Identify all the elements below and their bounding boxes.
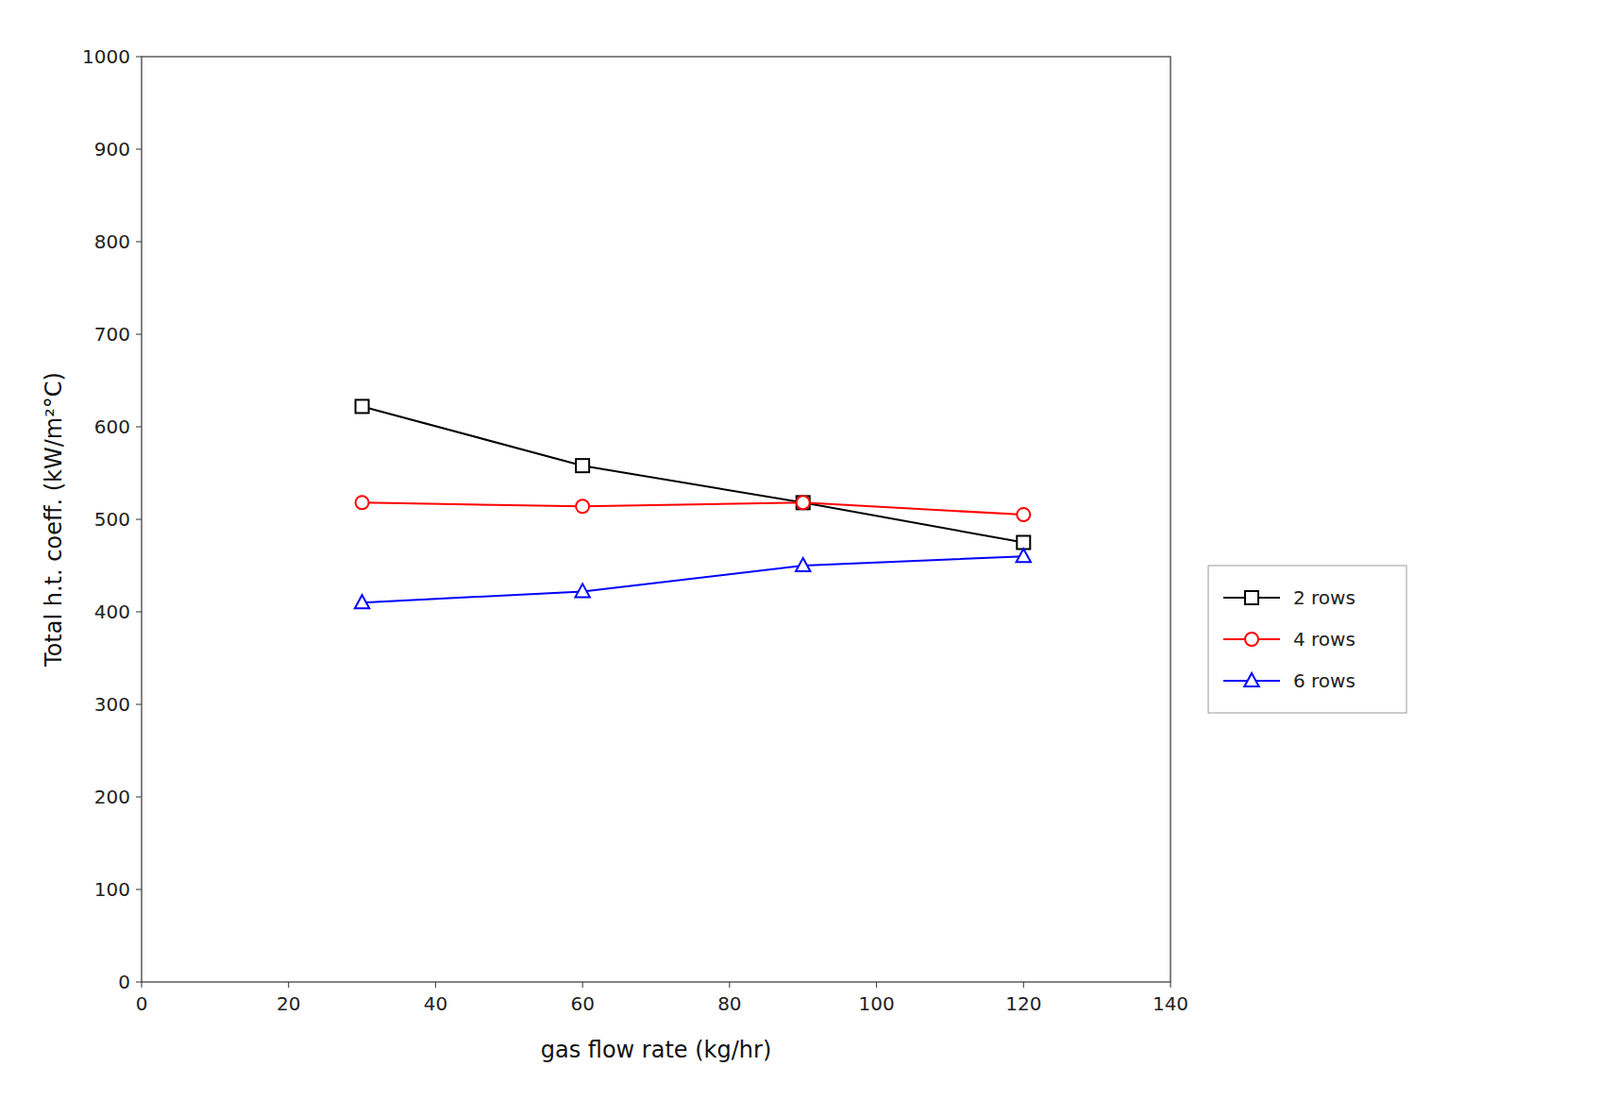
legend-marker xyxy=(1245,632,1259,646)
y-tick xyxy=(135,611,142,613)
y-tick-label: 100 xyxy=(94,877,131,901)
series-line xyxy=(362,405,1025,542)
y-tick-label: 700 xyxy=(94,322,131,346)
x-tick-label: 20 xyxy=(276,992,301,1015)
y-tick-label: 300 xyxy=(94,692,131,716)
y-tick xyxy=(135,56,142,58)
point xyxy=(1016,548,1031,562)
legend-label: 4 rows xyxy=(1293,627,1356,651)
series-line xyxy=(362,502,1025,515)
y-tick-label: 800 xyxy=(94,230,131,253)
y-axis-label: Total h.t. coeff. (kW/m²°C) xyxy=(40,371,68,668)
data xyxy=(354,399,1031,608)
y-tick-label: 900 xyxy=(94,137,131,161)
y-tick xyxy=(135,889,142,891)
point xyxy=(575,458,590,472)
point xyxy=(795,557,810,572)
y-tick xyxy=(135,981,142,983)
y-tick-label: 600 xyxy=(94,415,131,438)
y-tick xyxy=(135,519,142,521)
chart: 0 20 40 60 80 100 120 140 0 100 200 300 400 500 600 700… xyxy=(0,0,1600,1117)
y-tick-label: 400 xyxy=(94,600,131,624)
y-tick-label: 1000 xyxy=(82,45,131,68)
x-tick-label: 60 xyxy=(570,992,594,1015)
legend-marker xyxy=(1244,673,1259,687)
legend-marker xyxy=(1245,590,1259,605)
legend-label: 2 rows xyxy=(1293,586,1356,609)
point xyxy=(796,495,810,509)
y-tick xyxy=(135,241,142,243)
x-tick-label: 80 xyxy=(717,992,742,1015)
point xyxy=(355,399,370,413)
x-tick-label: 40 xyxy=(423,992,448,1015)
series-line xyxy=(362,555,1025,603)
x-tick xyxy=(875,981,877,988)
x-tick-label: 100 xyxy=(858,992,894,1015)
series xyxy=(355,495,1031,522)
y-tick-label: 500 xyxy=(94,507,131,531)
point xyxy=(355,495,370,509)
x-tick-label: 140 xyxy=(1152,992,1189,1015)
x-axis-label: gas flow rate (kg/hr) xyxy=(540,1036,773,1063)
x-tick xyxy=(728,981,730,988)
x-tick xyxy=(582,981,584,988)
point xyxy=(574,583,590,597)
x-tick xyxy=(1170,981,1172,988)
legend-box xyxy=(1208,565,1407,713)
x-tick xyxy=(141,981,143,988)
point xyxy=(354,594,370,608)
y-tick xyxy=(135,704,142,706)
page: {"chart_data": { "type": "line", "xlabel… xyxy=(0,0,1600,1117)
y-tick-label: 200 xyxy=(94,785,131,809)
x-tick xyxy=(1023,981,1025,988)
point xyxy=(575,499,590,513)
plot-area xyxy=(141,56,1171,982)
x-tick xyxy=(435,981,437,988)
x-tick-label: 120 xyxy=(1005,992,1042,1015)
y-tick xyxy=(135,149,142,151)
y-tick xyxy=(135,796,142,798)
plot-frame xyxy=(141,56,1171,982)
x-tick xyxy=(287,981,289,988)
series xyxy=(355,399,1031,549)
point xyxy=(796,495,810,509)
y-tick-label: 0 xyxy=(117,970,131,994)
point xyxy=(1016,507,1030,522)
legend-label: 6 rows xyxy=(1293,669,1356,692)
y-tick xyxy=(135,334,142,336)
axes: 0 20 40 60 80 100 120 140 0 100 200 300 400 500 600 700… xyxy=(82,45,1189,1015)
x-tick-label: 0 xyxy=(135,992,149,1015)
legend: 2 rows 4 rows 6 rows xyxy=(1208,565,1407,713)
y-tick xyxy=(135,426,142,428)
series xyxy=(354,548,1031,608)
